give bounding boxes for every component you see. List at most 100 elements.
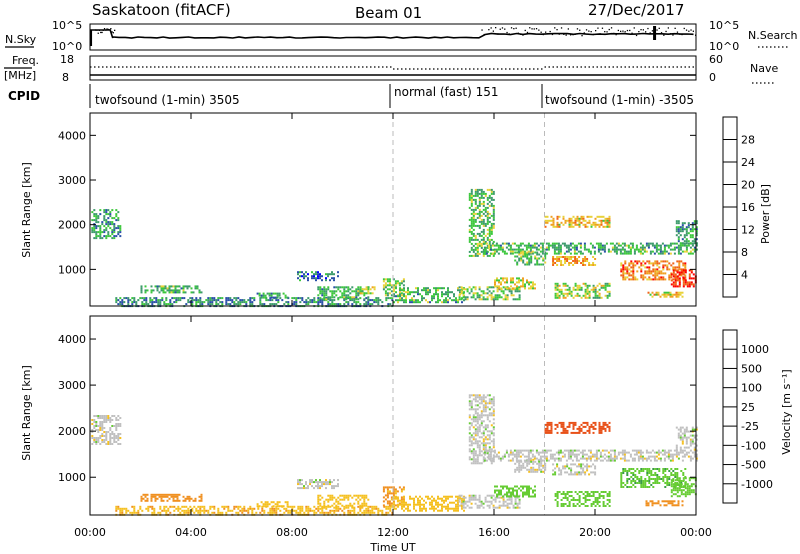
nsearch-point xyxy=(522,34,524,36)
power-colorbar-tick-label: 16 xyxy=(741,201,755,214)
nsearch-point xyxy=(626,29,629,32)
heatmap-region xyxy=(468,394,495,465)
beam-title: Beam 01 xyxy=(355,4,422,22)
nsearch-point xyxy=(535,28,538,30)
nsearch-point xyxy=(106,28,108,30)
nsearch-point xyxy=(517,32,519,34)
nsearch-point xyxy=(567,28,569,30)
nsearch-point xyxy=(110,28,112,30)
nsearch-point xyxy=(112,32,114,34)
nsearch-point xyxy=(111,31,113,33)
velocity-colorbar-label: Velocity [m s⁻¹] xyxy=(780,369,793,454)
heatmap-region xyxy=(317,494,370,509)
nsearch-point xyxy=(692,30,694,32)
nsky-tick-bottom: 10^0 xyxy=(52,40,82,53)
nsearch-point xyxy=(610,27,613,29)
nsearch-point xyxy=(98,29,101,31)
power-colorbar-tick-label: 28 xyxy=(741,134,755,147)
heatmap-region xyxy=(620,260,687,281)
time-axis: 00:00 04:00 08:00 12:00 16:00 20:00 00:00 xyxy=(74,113,712,539)
nsky-trace xyxy=(90,26,697,46)
nsearch-point xyxy=(615,34,617,36)
nsearch-point xyxy=(617,29,619,32)
freq-tick-bottom: 8 xyxy=(62,71,69,84)
nsearch-point xyxy=(524,29,526,32)
heatmap-region xyxy=(140,493,203,502)
power-colorbar-tick-label: 12 xyxy=(741,224,755,237)
heatmap-region xyxy=(297,271,339,282)
nsearch-point xyxy=(560,27,563,29)
nsearch-point xyxy=(663,34,665,36)
power-y-label: Slant Range [km] xyxy=(20,162,33,258)
nsearch-point xyxy=(597,27,599,29)
heatmap-region xyxy=(115,505,394,516)
heatmap-region xyxy=(494,485,536,498)
nsearch-point xyxy=(508,33,510,35)
heatmap-region xyxy=(256,292,289,299)
freq-tick-top: 18 xyxy=(60,53,74,66)
heatmap-region xyxy=(647,291,684,298)
nsearch-point xyxy=(485,33,488,35)
heatmap-region xyxy=(620,468,687,488)
nsearch-point xyxy=(631,32,633,34)
x-tick-label: 16:00 xyxy=(478,526,510,539)
x-tick-label: 00:00 xyxy=(74,526,106,539)
nsearch-point xyxy=(690,29,692,31)
nsearch-point xyxy=(674,27,676,29)
nsearch-point xyxy=(645,31,647,33)
velocity-heatmap xyxy=(91,316,698,516)
power-colorbar-tick-label: 4 xyxy=(741,269,748,282)
nave-tick-top: 60 xyxy=(709,53,723,66)
nsearch-point xyxy=(96,29,98,31)
date-title: 27/Dec/2017 xyxy=(588,1,684,19)
heatmap-region xyxy=(670,477,697,498)
nsearch-point xyxy=(488,29,490,31)
x-tick-label: 00:00 xyxy=(680,526,712,539)
nsearch-point xyxy=(510,27,513,29)
nsearch-point xyxy=(499,28,501,30)
nsearch-point xyxy=(685,29,688,31)
power-colorbar-tick-label: 24 xyxy=(741,156,755,169)
station-title: Saskatoon (fitACF) xyxy=(92,1,231,19)
nsearch-point xyxy=(490,27,492,29)
nsearch-point xyxy=(520,33,522,35)
nsearch-point xyxy=(651,30,654,32)
heatmap-region xyxy=(483,242,698,255)
nsearch-point xyxy=(108,29,111,31)
nsearch-tick-top: 10^5 xyxy=(709,19,739,32)
nsearch-point xyxy=(531,28,533,30)
nsearch-point xyxy=(481,29,483,31)
nsearch-point xyxy=(633,27,635,29)
velocity-colorbar-tick-label: -500 xyxy=(741,459,766,472)
heatmap-region xyxy=(140,285,203,294)
nsearch-point xyxy=(551,33,554,36)
heatmap-region xyxy=(554,491,611,507)
nsearch-point xyxy=(635,34,638,37)
heatmap-region xyxy=(544,421,611,434)
nsearch-point xyxy=(105,29,107,31)
power-heatmap xyxy=(91,113,698,308)
nsearch-point xyxy=(620,30,622,32)
nsearch-point xyxy=(515,27,517,29)
nsky-tick-top: 10^5 xyxy=(52,19,82,32)
y-tick-label: 1000 xyxy=(58,471,86,484)
nsearch-point xyxy=(629,29,631,32)
heatmap-region xyxy=(552,256,597,266)
freq-unit: [MHz] xyxy=(4,69,36,82)
nsearch-point xyxy=(613,32,615,35)
heatmap-region xyxy=(483,449,698,462)
nsearch-point xyxy=(595,30,597,32)
nsearch-point xyxy=(622,30,624,32)
nsearch-point xyxy=(501,27,504,29)
nsearch-point xyxy=(583,32,585,34)
heatmap-region xyxy=(675,426,698,451)
heatmap-region xyxy=(514,251,547,266)
freq-trace xyxy=(90,66,696,76)
time-axis-label: Time UT xyxy=(369,541,415,554)
velocity-colorbar: 1000 500 100 25 -25 -100 -500 -1000 xyxy=(722,329,773,504)
velocity-y-axis: 1000 2000 3000 4000 xyxy=(58,333,696,484)
power-colorbar-tick-label: 20 xyxy=(741,179,755,192)
nsearch-point xyxy=(526,31,529,34)
x-tick-label: 04:00 xyxy=(175,526,207,539)
